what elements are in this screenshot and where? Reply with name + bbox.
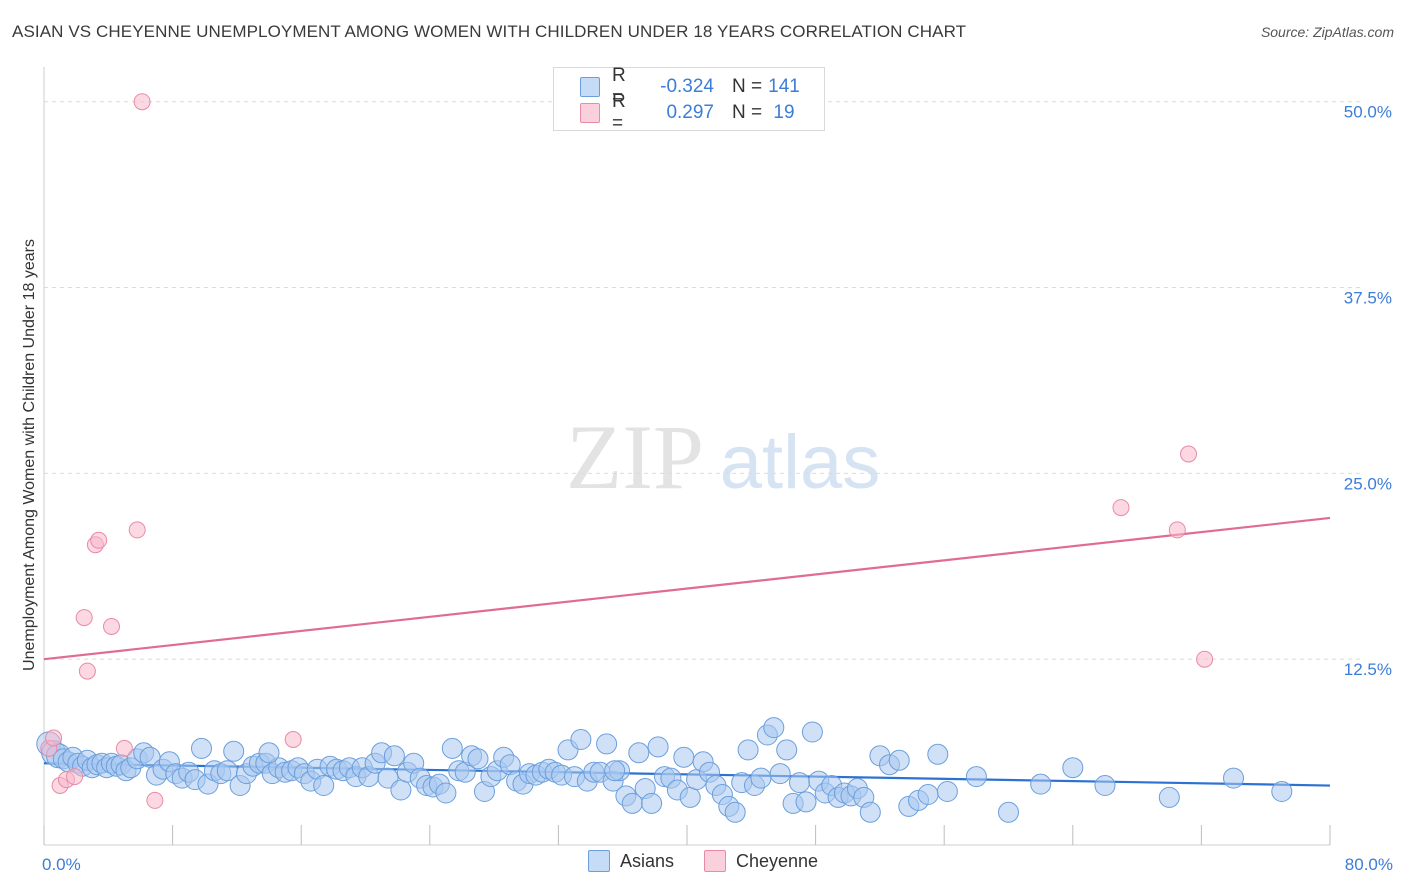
asians-point — [927, 743, 949, 765]
n-value: 19 — [773, 102, 795, 123]
asians-point — [998, 801, 1019, 823]
asians-point — [936, 781, 958, 802]
asians-point — [801, 721, 823, 743]
n-label: N = — [732, 102, 763, 123]
cheyenne-swatch — [580, 103, 600, 123]
asians-point — [647, 736, 669, 758]
n-value: 141 — [768, 76, 800, 97]
asians-point — [917, 784, 939, 805]
y-tick-label: 37.5% — [1344, 289, 1392, 308]
asians-point — [383, 745, 405, 767]
asians-point — [737, 739, 759, 761]
cheyenne-point — [78, 662, 96, 680]
r-value: 0.297 — [666, 102, 714, 123]
asians-point — [679, 786, 701, 808]
asians-point — [258, 742, 280, 764]
y-tick-label: 50.0% — [1344, 103, 1392, 122]
asians-point — [763, 717, 785, 739]
cheyenne-legend-label: Cheyenne — [735, 850, 819, 871]
cheyenne-point — [90, 531, 108, 549]
asians-point — [570, 729, 592, 750]
series-legend: Asians Cheyenne — [0, 850, 1406, 872]
asians-point — [641, 792, 663, 814]
asians-point — [1030, 773, 1052, 795]
cheyenne-point — [1112, 499, 1130, 517]
asians-point — [859, 801, 881, 823]
asians-point — [1094, 775, 1116, 796]
asians-point — [223, 740, 245, 762]
y-tick-label: 25.0% — [1344, 474, 1392, 493]
r-label: R = — [612, 65, 626, 108]
asians-swatch — [580, 77, 600, 97]
data-points — [36, 93, 1293, 823]
asians-point — [795, 791, 817, 813]
asians-point — [1271, 781, 1293, 802]
cheyenne-point — [115, 739, 133, 757]
asians-point — [789, 772, 810, 794]
legend-row-cheyenne: R = 0.297 N = 19 — [580, 91, 804, 134]
cheyenne-point — [103, 618, 120, 635]
n-label: N = — [732, 76, 763, 97]
x-tick-label: 0.0% — [42, 855, 81, 874]
chart-title: ASIAN VS CHEYENNE UNEMPLOYMENT AMONG WOM… — [12, 22, 967, 41]
legend-row-asians: R = -0.324 N = 141 — [580, 65, 804, 108]
cheyenne-point — [1180, 445, 1197, 463]
tick-labels: 12.5% 25.0% 37.5% 50.0% 0.0% 80.0% — [42, 103, 1393, 874]
cheyenne-trend-line — [43, 516, 1331, 661]
asians-point — [673, 746, 695, 768]
y-tick-label: 12.5% — [1344, 660, 1392, 679]
asians-point — [390, 779, 412, 801]
asians-point — [1158, 786, 1180, 808]
asians-point — [435, 782, 457, 804]
asians-point — [441, 737, 463, 759]
asians-point — [1062, 757, 1084, 779]
cheyenne-point — [284, 731, 302, 748]
axes — [43, 67, 1331, 846]
asians-point — [750, 767, 772, 789]
source-label: Source: ZipAtlas.com — [1260, 24, 1394, 40]
asians-point — [1223, 767, 1244, 789]
legend-item-cheyenne[interactable]: Cheyenne — [703, 850, 819, 872]
asians-point — [467, 748, 489, 770]
r-label: R = — [612, 91, 626, 134]
r-value: -0.324 — [660, 76, 714, 97]
asians-point — [724, 801, 746, 823]
cheyenne-point — [1196, 650, 1214, 668]
cheyenne-point — [128, 521, 146, 539]
asians-legend-label: Asians — [619, 850, 674, 871]
cheyenne-point — [75, 609, 93, 627]
x-tick-label: 80.0% — [1345, 855, 1393, 874]
cheyenne-legend-swatch — [703, 850, 726, 872]
asians-point — [596, 733, 618, 755]
legend-item-asians[interactable]: Asians — [587, 850, 674, 872]
cheyenne-point — [1168, 521, 1186, 539]
watermark-atlas: atlas — [720, 420, 881, 505]
watermark: ZIP atlas — [566, 406, 880, 508]
cheyenne-point — [45, 729, 63, 747]
asians-point — [888, 749, 910, 771]
watermark-zip: ZIP — [566, 406, 704, 508]
asians-point — [769, 763, 791, 785]
asians-legend-swatch — [587, 850, 610, 872]
correlation-legend: R = -0.324 N = 141 R = 0.297 N = 19 — [553, 65, 825, 134]
cheyenne-point — [146, 791, 164, 809]
cheyenne-point — [133, 93, 151, 111]
asians-point — [191, 737, 212, 759]
asians-point — [965, 766, 987, 788]
asians-point — [628, 742, 650, 764]
asians-point — [313, 775, 335, 796]
cheyenne-point — [66, 768, 83, 786]
asians-point — [776, 739, 798, 761]
asians-point — [604, 760, 626, 782]
grid — [44, 101, 1360, 660]
